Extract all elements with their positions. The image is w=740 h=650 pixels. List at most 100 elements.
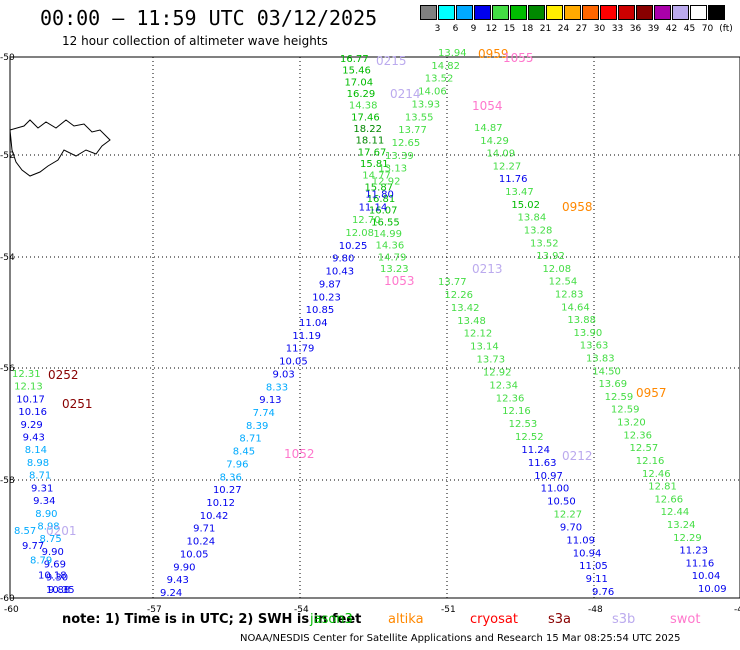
swh-value: 11.00 [541,484,570,495]
swh-value: 13.84 [518,213,547,224]
track-time-label: 0958 [562,200,593,214]
map-subtitle: 12 hour collection of altimeter wave hei… [62,34,328,48]
swh-value: 10.09 [698,584,727,595]
swh-value: 13.83 [586,354,615,365]
legend-label: 9 [470,24,477,34]
swh-value: 15.81 [360,159,389,170]
lat-label: -54 [0,253,15,263]
swh-value: 12.31 [12,369,41,380]
swh-value: 12.16 [636,456,665,467]
swh-value: 12.08 [345,228,374,239]
swh-value: 9.43 [23,433,45,444]
swh-value: 12.12 [464,329,493,340]
legend-swatch [564,5,581,20]
swh-value: 14.87 [474,123,503,134]
swh-value: 16.55 [371,217,400,228]
swh-value: 11.79 [286,344,315,355]
legend-swatch [528,5,545,20]
swh-value: 8.90 [35,509,57,520]
satellite-name: jason3 [310,612,353,627]
track-time-label: 0213 [472,262,503,276]
swh-value: 11.23 [679,546,708,557]
swh-value: 8.71 [239,434,261,445]
swh-value: 13.88 [567,315,596,326]
swh-value: 12.52 [515,432,544,443]
legend-swatch [546,5,563,20]
swh-value: 13.13 [378,164,407,175]
swh-value: 12.08 [542,264,571,275]
satellite-name: cryosat [470,612,518,627]
legend-swatch [510,5,527,20]
swh-value: 14.38 [349,101,378,112]
legend-label: 12 [485,24,498,34]
swh-value: 13.20 [617,418,646,429]
satellite-name: s3b [612,612,636,627]
lat-label: -58 [0,476,15,486]
swh-value: 10.35 [46,585,75,596]
legend-swatch [618,5,635,20]
swh-value: 14.36 [376,241,405,252]
track-time-label: 0959 [478,47,509,61]
swh-value: 15.87 [364,182,393,193]
track-time-label: 0214 [390,87,421,101]
swh-value: 13.52 [530,238,559,249]
swh-value: 8.57 [14,526,36,537]
swh-value: 11.76 [499,174,528,185]
swh-value: 9.77 [22,541,44,552]
swh-value: 9.76 [592,587,614,598]
swh-value: 10.17 [16,394,45,405]
swh-value: 9.24 [160,588,182,599]
swh-value: 12.81 [648,482,677,493]
swh-value: 12.36 [496,393,525,404]
swh-value: 14.82 [431,61,460,72]
lon-label: -48 [588,605,603,615]
swh-value: 13.48 [457,316,486,327]
legend-label: 39 [647,24,660,34]
swh-value: 14.99 [373,229,402,240]
swh-value: 13.69 [598,379,627,390]
swh-value: 9.69 [44,560,66,571]
satellite-name: s3a [548,612,572,627]
swh-value: 9.90 [42,547,64,558]
lon-label: -54 [294,605,309,615]
legend-swatch [456,5,473,20]
swh-value: 10.25 [339,241,368,252]
legend-label: 27 [575,24,588,34]
swh-value: 8.45 [233,447,255,458]
legend-label: 33 [611,24,624,34]
swh-value: 11.63 [528,458,557,469]
swh-value: 14.64 [561,302,590,313]
swh-value: 13.23 [380,264,409,275]
swh-value: 13.28 [524,225,553,236]
swh-value: 14.06 [418,87,447,98]
swh-value: 10.24 [186,537,215,548]
track-time-label: 0212 [562,449,593,463]
swh-value: 9.11 [586,574,608,585]
legend-swatch [420,5,437,20]
swh-value: 10.04 [692,571,721,582]
track-time-label: 0252 [48,368,79,382]
swh-value: 12.13 [14,382,43,393]
swh-value: 9.03 [273,369,295,380]
track-time-label: 0251 [62,397,93,411]
lon-label: -51 [441,605,456,615]
legend-label: 42 [665,24,678,34]
swh-value: 18.22 [353,124,382,135]
swh-value: 16.29 [347,89,376,100]
legend-swatch [654,5,671,20]
track-time-label: 0957 [636,386,667,400]
swh-value: 13.47 [505,187,534,198]
swh-value: 13.39 [385,151,414,162]
swh-value: 8.75 [40,534,62,545]
swh-value: 12.27 [554,510,583,521]
legend-label: 70 [701,24,714,34]
swh-value: 9.87 [319,279,341,290]
swh-value: 10.16 [18,407,47,418]
swh-value: 13.90 [574,328,603,339]
swh-value: 16.81 [367,194,396,205]
swh-value: 13.77 [398,125,427,136]
swh-value: 10.27 [213,485,242,496]
swh-value: 9.31 [31,483,53,494]
land-outline [9,119,111,177]
lat-label: -52 [0,151,15,161]
